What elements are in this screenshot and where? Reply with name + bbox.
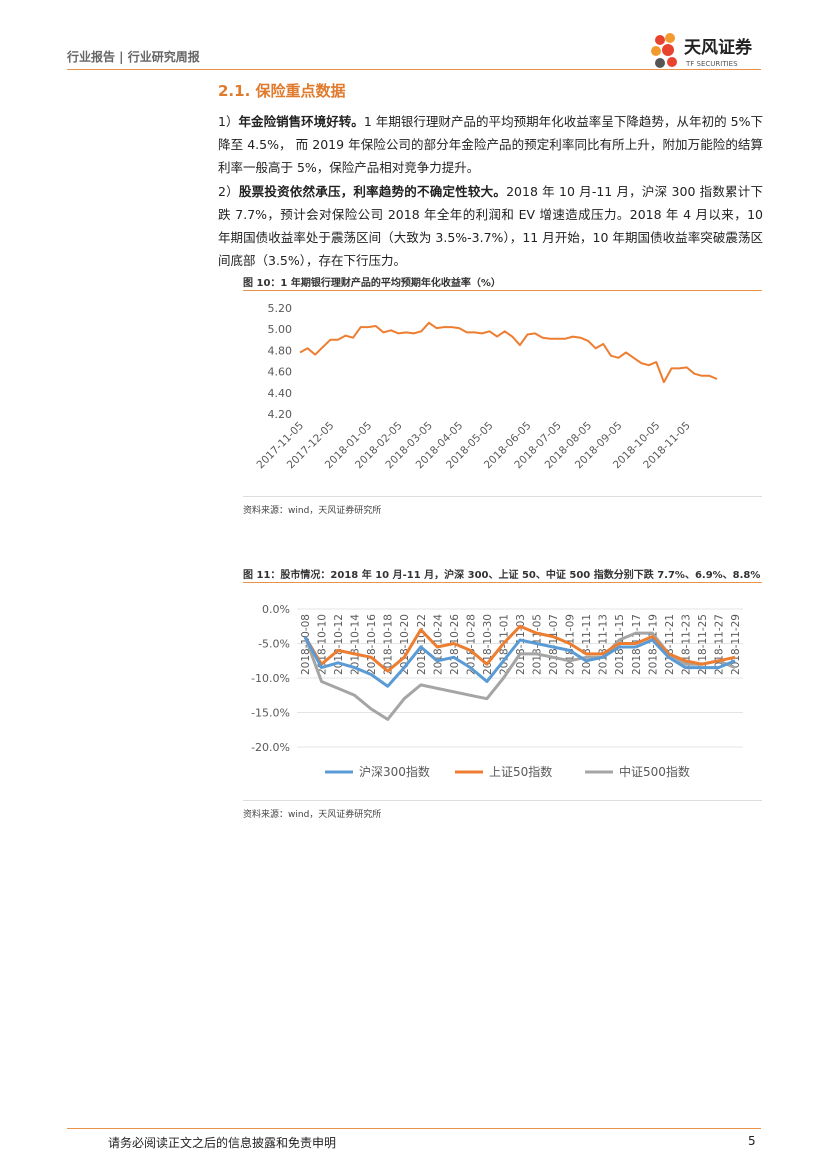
- logo-sub: TF SECURITIES: [685, 60, 738, 68]
- num: 1）: [218, 114, 239, 129]
- legend-label: 沪深300指数: [359, 764, 430, 779]
- bold-lead: 年金险销售环境好转。: [238, 114, 364, 129]
- logo: 天风证券 TF SECURITIES: [651, 33, 753, 68]
- num: 2）: [218, 184, 239, 199]
- x-tick-label: 2018-10-12: [333, 614, 345, 675]
- x-tick-label: 2018-11-19: [647, 614, 659, 675]
- y-tick-label: 4.60: [268, 366, 293, 379]
- x-tick-label: 2018-10-16: [366, 614, 378, 675]
- x-tick-label: 2018-11-13: [598, 614, 610, 675]
- y-tick-label: 4.40: [268, 387, 293, 400]
- x-tick-label: 2018-11-25: [697, 614, 709, 675]
- data-line: [303, 624, 736, 673]
- figure-caption: 图 11：股市情况：2018 年 10 月-11 月，沪深 300、上证 50、…: [243, 570, 761, 581]
- y-tick-label: 4.20: [268, 408, 293, 421]
- figure-source: 资料来源：wind，天风证券研究所: [243, 810, 382, 820]
- legend-label: 中证500指数: [619, 764, 690, 779]
- text: 1 年期银行理财产品的平均预期年化收益率呈下降趋势，从年初的 5%下降至 4.5…: [218, 114, 763, 175]
- x-tick-label: 2018-10-22: [416, 614, 428, 675]
- footer-text: 请务必阅读正文之后的信息披露和免责申明: [108, 1136, 337, 1150]
- paragraph: 1）年金险销售环境好转。1 年期银行理财产品的平均预期年化收益率呈下降趋势，从年…: [218, 110, 763, 179]
- x-tick-label: 2018-10-28: [465, 614, 477, 675]
- x-tick-label: 2018-11-11: [581, 614, 593, 675]
- data-line: [303, 635, 736, 688]
- x-tick-label: 2018-11-21: [664, 614, 676, 675]
- y-tick-label: 5.20: [268, 302, 293, 315]
- y-tick-label: -10.0%: [251, 672, 290, 685]
- x-tick-label: 2018-10-18: [383, 614, 395, 675]
- x-tick-label: 2018-10-08: [300, 614, 312, 675]
- y-tick-label: -20.0%: [251, 741, 290, 754]
- figure-source: 资料来源：wind，天风证券研究所: [243, 506, 382, 516]
- x-tick-label: 2018-11-07: [548, 614, 560, 675]
- paragraph: 2）股票投资依然承压，利率趋势的不确定性较大。2018 年 10 月-11 月，…: [218, 180, 763, 272]
- data-line: [299, 321, 718, 384]
- x-tick-label: 2018-10-30: [482, 614, 494, 675]
- y-tick-label: -5.0%: [258, 638, 290, 651]
- figure-caption: 图 10：1 年期银行理财产品的平均预期年化收益率（%）: [243, 278, 501, 289]
- page-number: 5: [748, 1134, 756, 1148]
- header-text: 行业报告 | 行业研究周报: [67, 50, 200, 64]
- y-tick-label: 4.80: [268, 344, 293, 357]
- y-tick-label: 0.0%: [262, 603, 290, 616]
- legend-label: 上证50指数: [489, 764, 552, 779]
- section-title: 2.1. 保险重点数据: [218, 82, 346, 100]
- x-tick-label: 2018-11-29: [730, 614, 742, 675]
- logo-text: 天风证券: [684, 37, 753, 58]
- y-tick-label: -15.0%: [251, 707, 290, 720]
- x-tick-label: 2018-10-14: [350, 614, 362, 675]
- y-tick-label: 5.00: [268, 323, 293, 336]
- text: 2018 年 10 月-11 月，沪深 300 指数累计下跌 7.7%，预计会对…: [218, 184, 763, 268]
- bold-lead: 股票投资依然承压，利率趋势的不确定性较大。: [238, 184, 507, 199]
